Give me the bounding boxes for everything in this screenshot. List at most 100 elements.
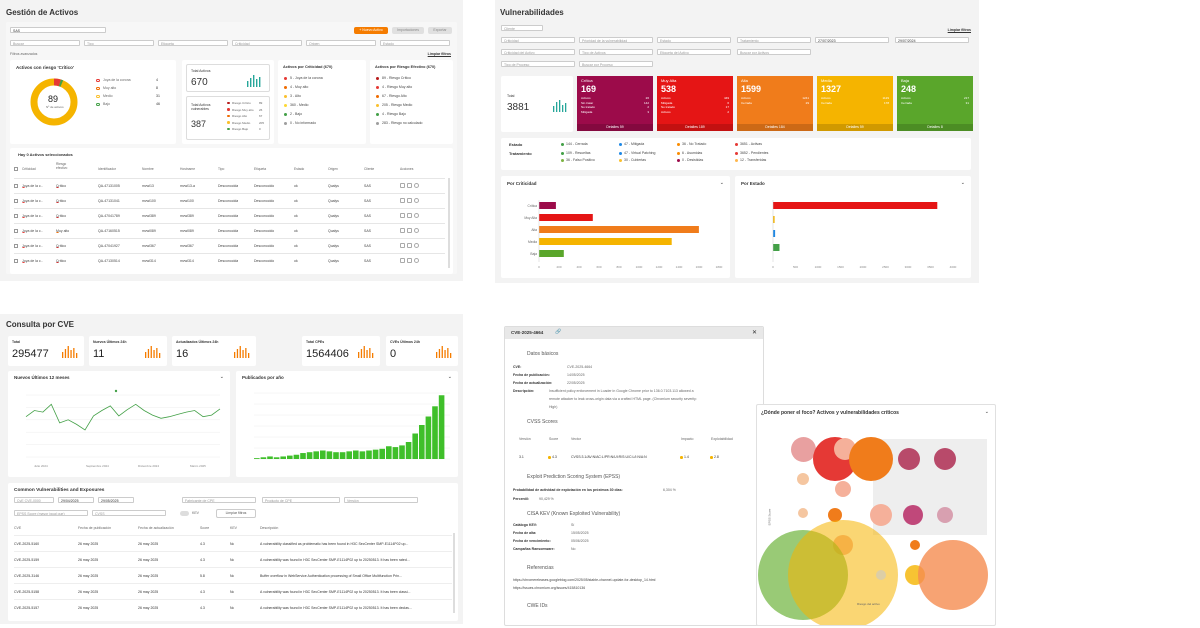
select-all-checkbox[interactable]	[14, 167, 18, 171]
asset-filter-5[interactable]: Estado	[380, 40, 450, 46]
severity-card-0[interactable]: Crítica 169 Activos 26 Sin tratar 142 No trata…	[577, 76, 653, 131]
risk-bubble[interactable]	[937, 507, 953, 523]
column-header-4[interactable]: Hostname	[180, 167, 196, 171]
column-header-6[interactable]: Etiqueta	[254, 167, 267, 171]
table-row[interactable]: Joya de la c.. Muy alto QA-47160515 mvwl089…	[14, 223, 445, 238]
cve-row[interactable]: CVE-2025-3146 26 may 2025 26 may 2025 5.8 No…	[14, 567, 452, 583]
vuln-filter-11[interactable]: Tipo de Proceso	[501, 61, 575, 67]
copy-icon[interactable]	[407, 183, 412, 188]
new-asset-button[interactable]: + Nuevo Activo	[354, 27, 388, 34]
more-icon[interactable]	[414, 183, 419, 188]
por-criticidad-collapse-icon[interactable]: ⌄	[719, 180, 724, 186]
cve-row[interactable]: CVE-2025-5159 26 may 2025 26 may 2025 4.3 No…	[14, 551, 452, 567]
more-icon[interactable]	[414, 198, 419, 203]
row-checkbox[interactable]	[14, 259, 18, 263]
vuln-filter-2[interactable]: Prioridad de la vulnerabilidad	[579, 37, 653, 43]
cve-table-scrollbar[interactable]	[453, 533, 455, 613]
vuln-filter-10[interactable]: Buscar por Activos	[737, 49, 811, 55]
severity-details-link[interactable]: Detalles 59	[577, 124, 653, 131]
vuln-filter-cliente[interactable]: Cliente	[501, 25, 543, 31]
more-icon[interactable]	[414, 228, 419, 233]
table-row[interactable]: Joya de la c.. Crítico QA-47131005 mvwl13 mv…	[14, 178, 445, 193]
edit-icon[interactable]	[400, 213, 405, 218]
copy-icon[interactable]	[407, 213, 412, 218]
cve-filter-2[interactable]: 29/05/2025	[98, 497, 134, 503]
copy-icon[interactable]	[407, 228, 412, 233]
more-icon[interactable]	[414, 213, 419, 218]
cve-row[interactable]: CVE-2025-5160 26 may 2025 26 may 2025 4.3 No…	[14, 535, 452, 551]
clear-cve-filters-button[interactable]: Limpiar filtros	[216, 509, 256, 518]
link-icon[interactable]: 🔗	[555, 329, 562, 335]
foco-collapse-icon[interactable]: ⌄	[984, 409, 989, 415]
edit-icon[interactable]	[400, 228, 405, 233]
edit-icon[interactable]	[400, 258, 405, 263]
kev-toggle[interactable]	[180, 511, 189, 516]
vuln-filter-9[interactable]: Etiqueta del Activo	[657, 49, 731, 55]
risk-bubble[interactable]	[898, 448, 920, 470]
clear-filters-link[interactable]: Limpiar filtros	[427, 52, 451, 56]
por-estado-collapse-icon[interactable]: ⌄	[960, 180, 965, 186]
new-12m-collapse-icon[interactable]: ⌄	[219, 374, 224, 380]
per-year-collapse-icon[interactable]: ⌄	[447, 374, 452, 380]
export-button[interactable]: Exportar	[428, 27, 452, 34]
asset-filter-2[interactable]: Etiqueta	[158, 40, 228, 46]
severity-details-link[interactable]: Detalles 189	[657, 124, 733, 131]
column-header-1[interactable]: Riesgo efectivo	[56, 162, 68, 170]
cve-filter-1[interactable]: 29/04/2025	[58, 497, 94, 503]
cve-filter-5[interactable]: Versión	[344, 497, 418, 503]
column-header-5[interactable]: Tipo	[218, 167, 225, 171]
vuln-filter-5[interactable]: 27/07/2023	[815, 37, 889, 43]
asset-filter-4[interactable]: Origen	[306, 40, 376, 46]
vuln-filter-1[interactable]: Criticidad	[501, 37, 575, 43]
row-checkbox[interactable]	[14, 214, 18, 218]
advanced-filters-link[interactable]: Filtros avanzados	[10, 52, 38, 56]
vulns-clear-filters[interactable]: Limpiar filtros	[947, 28, 971, 32]
edit-icon[interactable]	[400, 198, 405, 203]
more-icon[interactable]	[414, 258, 419, 263]
reference-link[interactable]: https://issues.chromium.org/issues/41581…	[513, 586, 586, 590]
vuln-filter-3[interactable]: Estado	[657, 37, 731, 43]
cve-col-1[interactable]: Fecha de publicación	[78, 526, 112, 530]
cve-col-0[interactable]: CVE	[14, 526, 22, 530]
row-checkbox[interactable]	[14, 199, 18, 203]
risk-bubble[interactable]	[876, 570, 886, 580]
column-header-0[interactable]: Criticidad	[22, 167, 36, 171]
risk-bubble[interactable]	[910, 540, 920, 550]
severity-details-link[interactable]: Detalles 8	[897, 124, 973, 131]
copy-icon[interactable]	[407, 243, 412, 248]
cve-filter-4[interactable]: Producto de CPE	[262, 497, 340, 503]
cve-row[interactable]: CVE-2025-5158 26 may 2025 26 may 2025 4.3 No…	[14, 583, 452, 599]
vuln-filter-6[interactable]: 29/07/2024	[895, 37, 969, 43]
row-checkbox[interactable]	[14, 229, 18, 233]
severity-card-2[interactable]: Alta 1599 Activos 1241 Cerrada 29 Detalles 184	[737, 76, 813, 131]
risk-bubble[interactable]	[798, 508, 808, 518]
severity-card-4[interactable]: Baja 248 Activos 217 Cerrada 31 Detalles 8	[897, 76, 973, 131]
risk-bubble[interactable]	[849, 437, 893, 481]
column-header-7[interactable]: Estado	[294, 167, 305, 171]
column-header-9[interactable]: Cliente	[364, 167, 375, 171]
row-checkbox[interactable]	[14, 244, 18, 248]
copy-icon[interactable]	[407, 258, 412, 263]
asset-filter-1[interactable]: Tipo	[84, 40, 154, 46]
table-scrollbar[interactable]	[448, 178, 450, 268]
vuln-filter-7[interactable]: Criticidad del Activo	[501, 49, 575, 55]
cve-col-2[interactable]: Fecha de actualización	[138, 526, 174, 530]
risk-bubble[interactable]	[835, 481, 851, 497]
cve-col-3[interactable]: Score	[200, 526, 210, 530]
risk-bubble[interactable]	[918, 540, 988, 610]
severity-card-1[interactable]: Muy Alta 538 Activos 449 Mitigada 6 No tratado…	[657, 76, 733, 131]
row-checkbox[interactable]	[14, 184, 18, 188]
edit-icon[interactable]	[400, 183, 405, 188]
risk-bubble[interactable]	[790, 436, 816, 462]
table-row[interactable]: Joya de la c.. Crítico QA-47131041 mvwl100 m…	[14, 193, 445, 208]
risk-bubble[interactable]	[934, 448, 956, 470]
close-icon[interactable]: ✕	[751, 330, 757, 336]
cve-filter-0[interactable]: CvE CVE-0000	[14, 497, 54, 503]
vuln-filter-4[interactable]: Tratamiento	[737, 37, 811, 43]
more-icon[interactable]	[414, 243, 419, 248]
edit-icon[interactable]	[400, 243, 405, 248]
table-row[interactable]: Joya de la c.. Crítico QA-47041927 mvwl367 m…	[14, 238, 445, 253]
risk-bubble[interactable]	[828, 508, 842, 522]
cve-filter-6[interactable]: EPSS Score (mayor igual que)	[14, 510, 88, 516]
severity-card-3[interactable]: Media 1327 Activos 1129 Cerrada 178 Detalles 5…	[817, 76, 893, 131]
